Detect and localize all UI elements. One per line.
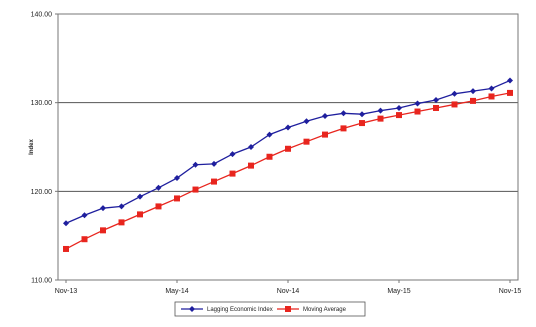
data-point — [396, 104, 402, 111]
data-point — [229, 170, 236, 177]
data-point — [81, 212, 88, 219]
data-point — [507, 77, 513, 84]
data-point — [285, 124, 291, 131]
data-point — [414, 100, 421, 107]
data-point — [63, 245, 69, 252]
data-point — [100, 227, 106, 234]
data-point — [118, 203, 125, 210]
data-point — [470, 97, 476, 104]
data-point — [433, 97, 439, 104]
data-point — [377, 107, 384, 114]
data-point — [451, 101, 458, 108]
series-line — [65, 92, 511, 250]
x-tick-label: Nov-14 — [277, 288, 300, 295]
data-point — [488, 85, 495, 92]
data-point — [174, 175, 180, 182]
gridlines — [58, 102, 518, 192]
data-point — [211, 160, 217, 167]
data-point — [155, 184, 162, 191]
x-axis-tick-labels: Nov-13 May-14 Nov-14 May-15 Nov-15 — [55, 280, 522, 295]
data-point — [433, 104, 439, 111]
legend-swatch-marker — [189, 306, 195, 312]
data-point — [100, 205, 106, 212]
data-point — [211, 178, 217, 185]
data-point — [470, 88, 476, 95]
data-point — [414, 108, 421, 115]
data-point — [285, 145, 291, 152]
data-point — [63, 220, 69, 227]
y-axis-label: Index — [29, 139, 35, 155]
data-point — [303, 118, 310, 125]
legend-label: Moving Average — [303, 307, 347, 313]
data-point — [192, 161, 199, 168]
data-point — [359, 111, 365, 118]
y-tick-label: 120.00 — [31, 189, 53, 196]
series-0 — [63, 77, 513, 227]
data-point — [81, 236, 88, 243]
data-point — [340, 110, 347, 117]
series-1 — [63, 89, 513, 252]
data-point — [266, 153, 273, 160]
series-line — [65, 79, 511, 224]
data-point — [507, 89, 513, 96]
x-tick-label: May-15 — [387, 288, 410, 295]
y-axis-tick-labels: 110.00 120.00 130.00 140.00 — [31, 12, 58, 285]
legend-box — [174, 301, 366, 317]
data-point — [248, 144, 254, 150]
legend-label: Lagging Economic Index — [207, 307, 273, 313]
data-point — [340, 125, 347, 132]
data-point — [118, 219, 125, 226]
data-point — [174, 195, 180, 202]
series-layer — [63, 77, 513, 252]
data-point — [396, 112, 402, 119]
legend: Lagging Economic Index Moving Average — [174, 301, 366, 317]
data-point — [377, 115, 384, 122]
y-tick-label: 140.00 — [31, 12, 53, 19]
data-point — [192, 186, 199, 193]
data-point — [451, 90, 458, 97]
data-point — [303, 138, 310, 145]
data-point — [137, 211, 143, 218]
data-point — [322, 131, 328, 138]
legend-swatch-marker — [285, 306, 291, 312]
data-point — [266, 131, 273, 138]
x-tick-label: May-14 — [165, 288, 188, 295]
y-tick-label: 110.00 — [31, 278, 52, 285]
data-point — [137, 193, 143, 200]
data-point — [488, 93, 495, 100]
data-point — [229, 151, 236, 158]
y-tick-label: 130.00 — [31, 100, 53, 107]
data-point — [322, 112, 328, 119]
data-point — [248, 162, 254, 169]
data-point — [155, 203, 162, 210]
x-tick-label: Nov-15 — [499, 288, 522, 295]
x-tick-label: Nov-13 — [55, 288, 78, 295]
data-point — [359, 120, 365, 127]
